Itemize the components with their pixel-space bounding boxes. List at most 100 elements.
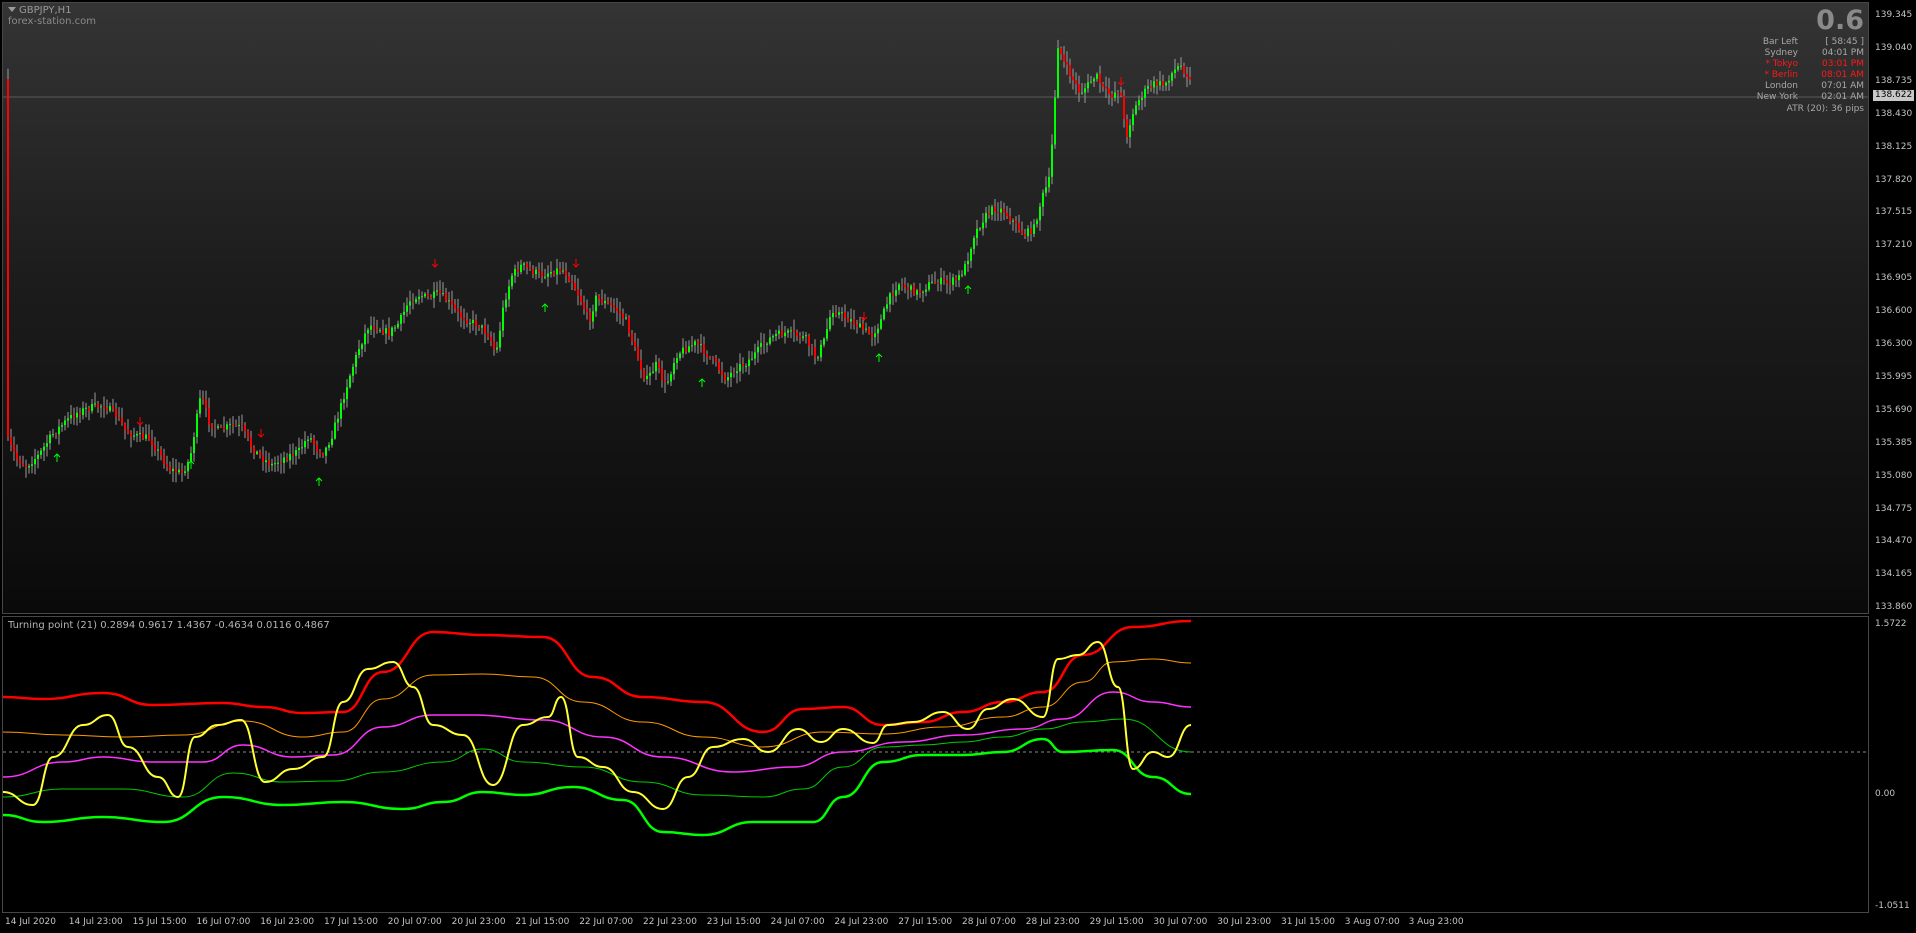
bear-candle xyxy=(241,424,243,426)
bull-candle xyxy=(1114,92,1116,98)
bear-candle xyxy=(793,330,795,333)
bear-candle xyxy=(847,317,849,322)
price-tick-label: 136.600 xyxy=(1875,306,1913,317)
price-axis[interactable]: 139.345 139.040 138.735 138.430 138.125 137.8… xyxy=(1871,2,1916,614)
bear-candle xyxy=(475,319,477,327)
turning-point-indicator-chart[interactable] xyxy=(3,617,1868,912)
atr-readout: ATR (20): 36 pips xyxy=(1786,103,1864,114)
bear-candle xyxy=(382,330,384,334)
bull-candle xyxy=(979,228,981,230)
dropdown-triangle-icon[interactable] xyxy=(8,7,16,12)
bull-candle xyxy=(334,422,336,439)
bull-candle xyxy=(1057,48,1059,98)
bear-candle xyxy=(1186,73,1188,77)
price-tick-label: 135.080 xyxy=(1875,470,1913,481)
sell-arrow-icon xyxy=(1117,77,1125,86)
time-tick-label: 16 Jul 07:00 xyxy=(196,917,251,927)
bull-candle xyxy=(514,268,516,276)
bear-candle xyxy=(529,267,531,270)
bull-candle xyxy=(1147,86,1149,89)
bear-candle xyxy=(844,312,846,318)
bear-candle xyxy=(1189,76,1191,80)
bear-candle xyxy=(223,426,225,430)
bear-candle xyxy=(166,464,168,467)
bear-candle xyxy=(724,375,726,381)
bull-candle xyxy=(1177,66,1179,70)
bull-candle xyxy=(754,352,756,359)
bear-candle xyxy=(319,451,321,454)
time-tick-label: 16 Jul 23:00 xyxy=(260,917,315,927)
bull-candle xyxy=(784,332,786,337)
bull-candle xyxy=(727,377,729,381)
bear-candle xyxy=(1075,80,1077,85)
bull-candle xyxy=(64,420,66,426)
bull-candle xyxy=(760,343,762,347)
bull-candle xyxy=(298,447,300,451)
bull-candle xyxy=(973,237,975,249)
buy-arrow-icon xyxy=(541,303,549,312)
bull-candle xyxy=(226,424,228,430)
bear-candle xyxy=(814,347,816,358)
bull-candle xyxy=(967,260,969,265)
bull-candle xyxy=(562,270,564,272)
bear-candle xyxy=(1069,64,1071,77)
bull-candle xyxy=(1033,224,1035,234)
bear-candle xyxy=(643,369,645,380)
time-axis[interactable]: 14 Jul 2020 14 Jul 23:00 15 Jul 15:00 16 Ju… xyxy=(2,913,1871,933)
bull-candle xyxy=(679,353,681,359)
buy-arrow-icon xyxy=(964,285,972,294)
bull-candle xyxy=(436,290,438,292)
bull-candle xyxy=(739,363,741,372)
bear-candle xyxy=(316,444,318,452)
time-tick-label: 24 Jul 07:00 xyxy=(770,917,825,927)
bear-candle xyxy=(487,333,489,337)
bull-candle xyxy=(838,312,840,315)
bear-candle xyxy=(709,356,711,358)
lower-mid-line xyxy=(3,718,1192,798)
bull-candle xyxy=(1180,65,1182,67)
bull-candle xyxy=(196,413,198,438)
bull-candle xyxy=(283,457,285,463)
bull-candle xyxy=(1165,82,1167,86)
bear-candle xyxy=(220,426,222,428)
bear-candle xyxy=(1018,223,1020,231)
bull-candle xyxy=(1090,81,1092,83)
bear-candle xyxy=(718,361,720,371)
current-price-tag: 138.622 xyxy=(1873,90,1915,101)
bull-candle xyxy=(133,435,135,437)
bear-candle xyxy=(538,269,540,272)
indicator-panel[interactable]: Turning point (21) 0.2894 0.9617 1.4367 … xyxy=(2,616,1869,913)
bear-candle xyxy=(10,437,12,446)
bear-candle xyxy=(1015,220,1017,224)
candlestick-chart[interactable] xyxy=(3,3,1868,613)
time-tick-label: 22 Jul 07:00 xyxy=(579,917,634,927)
bull-candle xyxy=(352,366,354,376)
bear-candle xyxy=(1156,81,1158,86)
bull-candle xyxy=(778,330,780,334)
bull-candle xyxy=(928,282,930,290)
bear-candle xyxy=(871,333,873,338)
bull-candle xyxy=(256,451,258,454)
time-tick-label: 29 Jul 15:00 xyxy=(1089,917,1144,927)
bull-candle xyxy=(109,406,111,411)
bear-candle xyxy=(16,452,18,460)
bear-candle xyxy=(559,268,561,272)
bear-candle xyxy=(412,301,414,303)
bull-candle xyxy=(238,424,240,426)
bull-candle xyxy=(823,338,825,345)
bear-candle xyxy=(997,211,999,213)
price-chart-panel[interactable]: GBPJPY,H1 forex-station.com 0.6 Bar Left… xyxy=(2,2,1869,614)
bull-candle xyxy=(757,346,759,353)
bear-candle xyxy=(607,300,609,303)
bull-candle xyxy=(850,319,852,322)
session-row: * Tokyo 03:01 PM xyxy=(1757,59,1864,70)
bull-candle xyxy=(367,329,369,334)
indicator-axis[interactable]: 1.5722 0.00 -1.0511 xyxy=(1871,616,1916,913)
bull-candle xyxy=(688,346,690,352)
bear-candle xyxy=(532,269,534,275)
session-name: * Tokyo xyxy=(1765,59,1798,70)
time-tick-label: 17 Jul 15:00 xyxy=(324,917,378,927)
bear-candle xyxy=(631,333,633,342)
bull-candle xyxy=(265,460,267,463)
price-tick-label: 134.470 xyxy=(1875,536,1913,547)
